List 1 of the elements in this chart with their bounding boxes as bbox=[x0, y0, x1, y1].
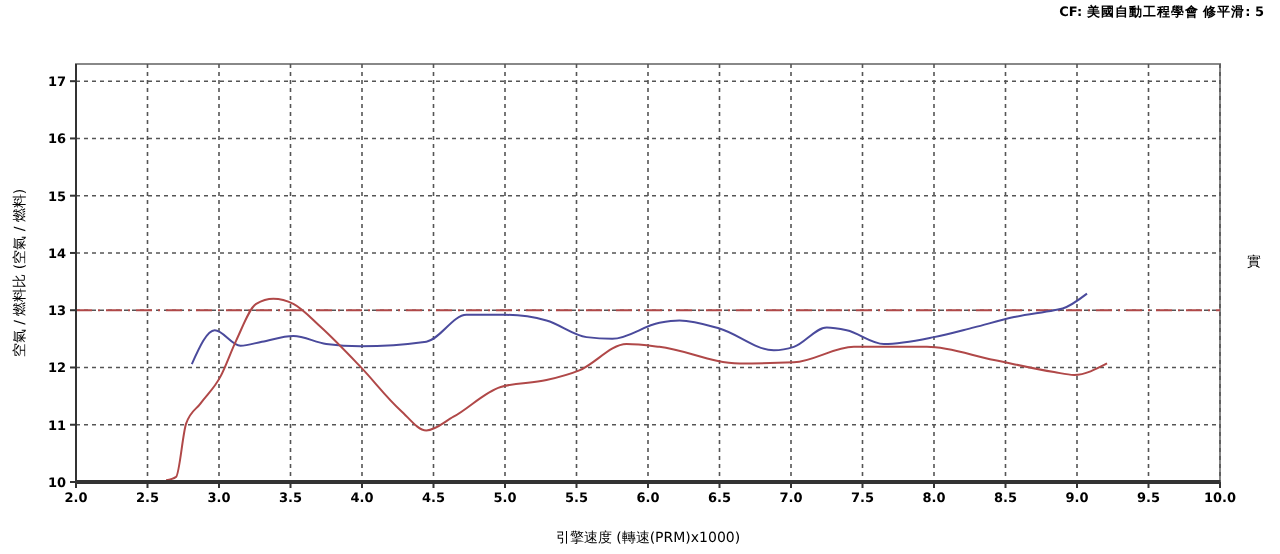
line-series bbox=[190, 292, 1089, 366]
